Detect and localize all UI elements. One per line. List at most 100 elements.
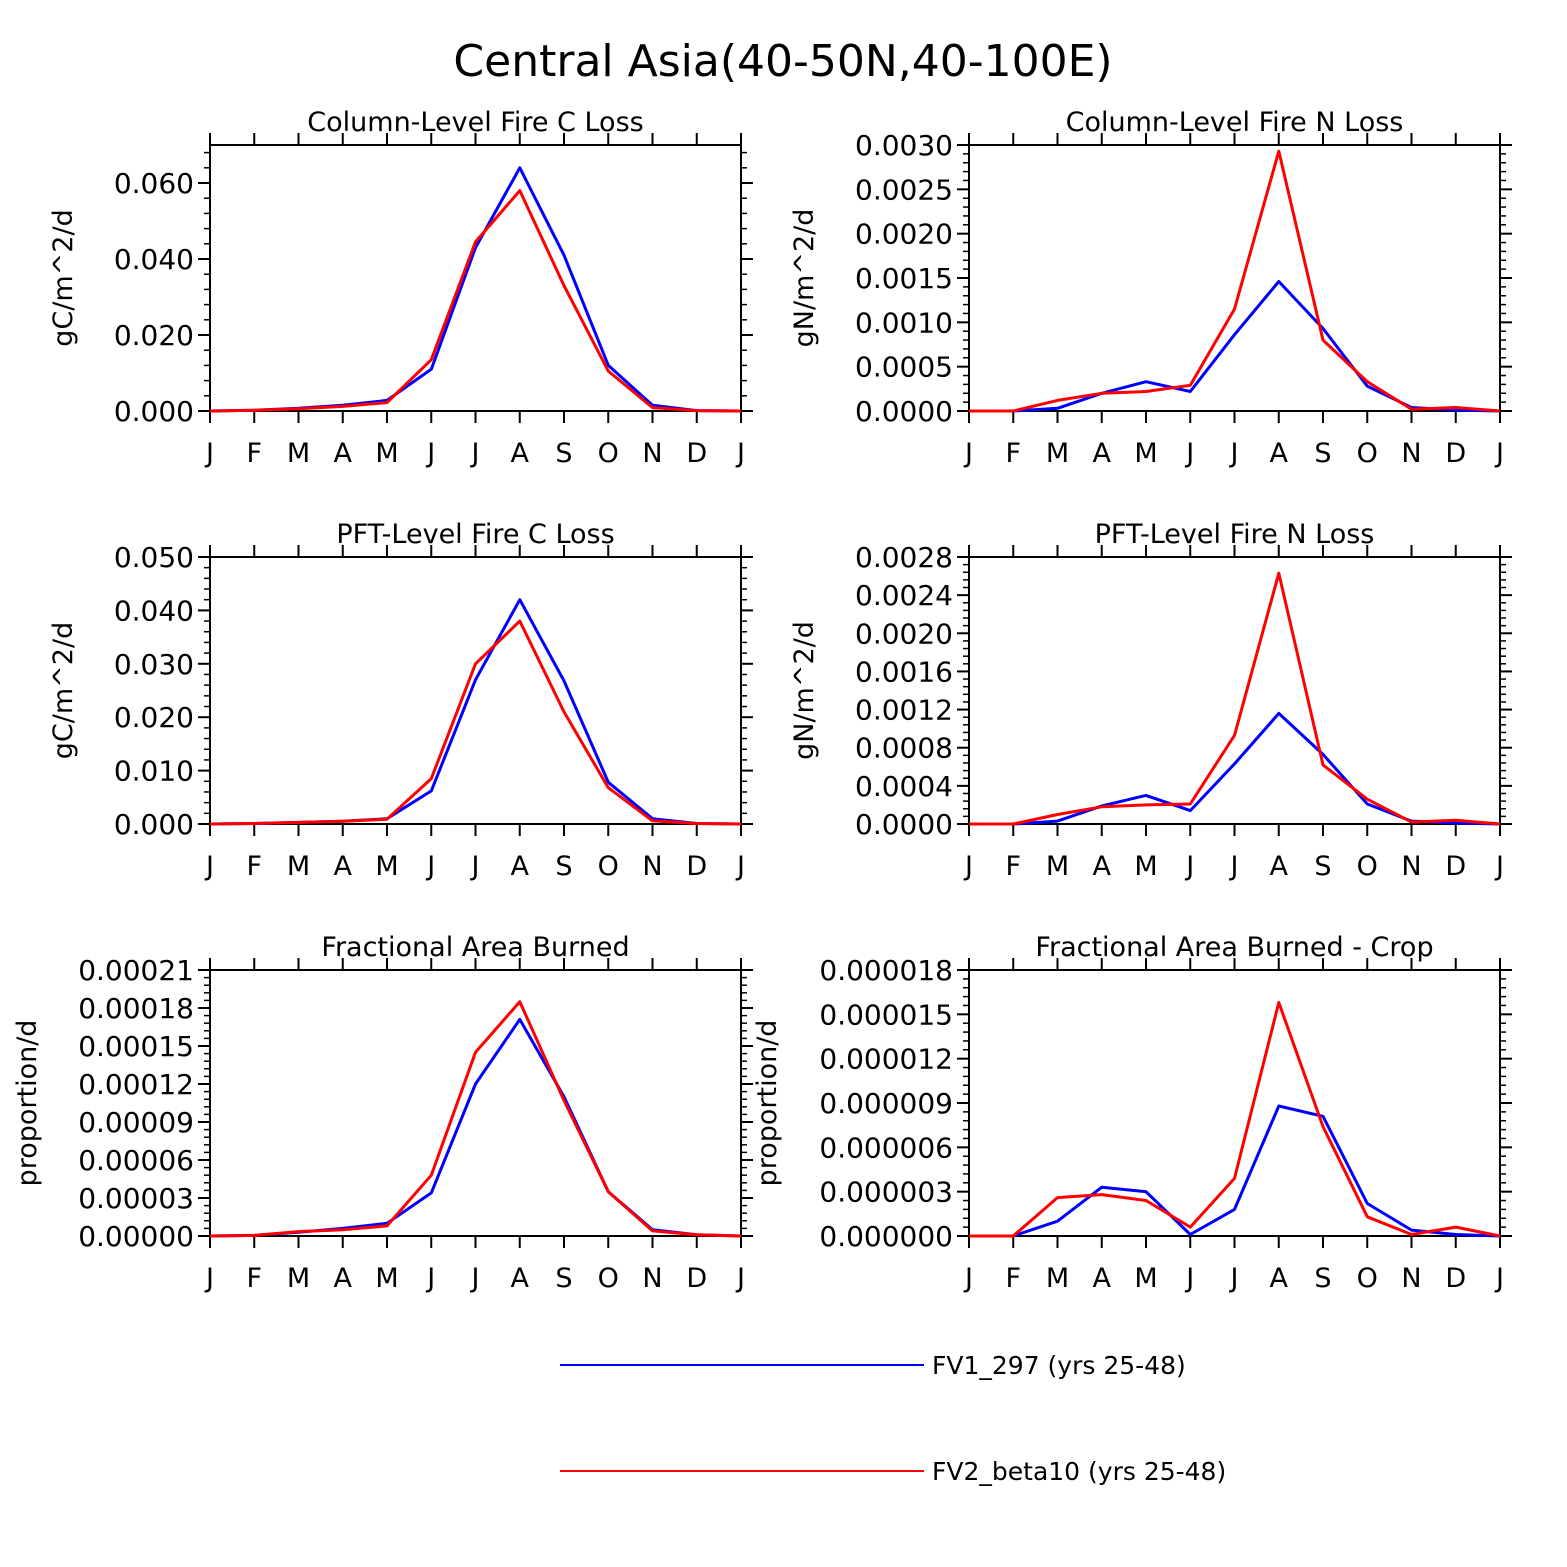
x-tick-label: J	[1229, 851, 1239, 882]
legend: FV1_297 (yrs 25-48) FV2_beta10 (yrs 25-48…	[560, 1351, 1226, 1486]
x-tick-label: D	[686, 438, 707, 469]
y-tick-label: 0.040	[114, 594, 194, 627]
y-tick-label: 0.0028	[855, 541, 953, 574]
y-axis-label: gN/m^2/d	[789, 209, 820, 348]
chart-title: Fractional Area Burned	[321, 932, 629, 963]
x-tick-label: M	[1046, 851, 1069, 882]
y-tick-label: 0.00018	[78, 992, 194, 1025]
y-axis-label: gN/m^2/d	[789, 621, 820, 760]
chart-title: Column-Level Fire C Loss	[307, 107, 643, 138]
y-axis-label: gC/m^2/d	[48, 622, 79, 759]
x-tick-label: J	[204, 851, 214, 882]
y-tick-label: 0.00015	[78, 1030, 194, 1063]
y-tick-label: 0.020	[114, 701, 194, 734]
series-line-fv2	[969, 571, 1501, 826]
y-tick-label: 0.000006	[819, 1131, 953, 1164]
y-tick-label: 0.000	[114, 395, 194, 428]
y-tick-label: 0.0016	[855, 655, 953, 688]
x-tick-label: M	[1134, 438, 1157, 469]
y-tick-label: 0.00006	[78, 1144, 194, 1177]
y-tick-label: 0.000015	[819, 998, 953, 1031]
x-tick-label: M	[1046, 438, 1069, 469]
x-tick-label: M	[287, 438, 310, 469]
x-tick-label: J	[1184, 438, 1194, 469]
x-tick-label: O	[1357, 438, 1378, 469]
x-tick-label: N	[1401, 1263, 1421, 1294]
x-tick-label: A	[1093, 438, 1112, 469]
series-line-fv1	[209, 166, 742, 413]
x-tick-label: M	[287, 1263, 310, 1294]
x-tick-label: J	[425, 851, 435, 882]
x-tick-label: F	[246, 1263, 262, 1294]
plot-frame	[209, 969, 742, 1237]
x-tick-label: D	[1445, 438, 1466, 469]
x-tick-label: J	[425, 1263, 435, 1294]
y-tick-label: 0.00021	[78, 954, 194, 987]
plot-frame	[968, 556, 1501, 825]
y-tick-label: 0.0015	[855, 262, 953, 295]
x-tick-label: J	[425, 438, 435, 469]
x-tick-label: S	[555, 851, 572, 882]
x-tick-label: F	[246, 851, 262, 882]
x-tick-label: M	[1046, 1263, 1069, 1294]
plot-frame	[209, 144, 742, 412]
x-tick-label: J	[1494, 1263, 1504, 1294]
x-tick-label: J	[963, 438, 973, 469]
x-tick-label: A	[334, 438, 353, 469]
y-tick-label: 0.0010	[855, 306, 953, 339]
x-tick-label: N	[1401, 438, 1421, 469]
y-tick-label: 0.00012	[78, 1068, 194, 1101]
x-tick-label: A	[1270, 1263, 1289, 1294]
x-tick-label: D	[686, 1263, 707, 1294]
y-tick-label: 0.0000	[855, 395, 953, 428]
x-tick-label: J	[1494, 438, 1504, 469]
x-tick-label: S	[1314, 1263, 1331, 1294]
y-tick-label: 0.0000	[855, 808, 953, 841]
x-tick-label: S	[1314, 438, 1331, 469]
x-tick-label: A	[1093, 1263, 1112, 1294]
x-tick-label: J	[470, 438, 480, 469]
x-tick-label: S	[555, 1263, 572, 1294]
x-tick-label: J	[470, 1263, 480, 1294]
plot-frame	[209, 556, 742, 825]
y-tick-label: 0.060	[114, 167, 194, 200]
x-tick-label: J	[204, 438, 214, 469]
y-axis-label: gC/m^2/d	[48, 209, 79, 346]
x-tick-label: A	[511, 851, 530, 882]
x-tick-label: N	[642, 1263, 662, 1294]
y-tick-label: 0.000009	[819, 1087, 953, 1120]
y-tick-label: 0.0005	[855, 351, 953, 384]
x-tick-label: F	[1005, 438, 1021, 469]
x-tick-label: N	[642, 851, 662, 882]
x-tick-label: A	[1093, 851, 1112, 882]
y-tick-label: 0.0008	[855, 732, 953, 765]
x-tick-label: J	[204, 1263, 214, 1294]
y-tick-label: 0.00000	[78, 1220, 194, 1253]
x-tick-label: J	[1494, 851, 1504, 882]
series-line-fv1	[209, 598, 742, 826]
legend-label: FV1_297 (yrs 25-48)	[932, 1351, 1186, 1380]
chart-panel-6: Fractional Area Burned - Crop proportion/…	[752, 932, 1512, 1294]
x-tick-label: J	[735, 851, 745, 882]
x-tick-label: J	[1184, 851, 1194, 882]
x-tick-label: D	[1445, 851, 1466, 882]
plot-frame	[968, 969, 1501, 1237]
x-tick-label: M	[375, 851, 398, 882]
chart-title: PFT-Level Fire C Loss	[336, 519, 614, 550]
chart-title: Fractional Area Burned - Crop	[1035, 932, 1433, 963]
x-tick-label: O	[598, 438, 619, 469]
y-tick-label: 0.000012	[819, 1043, 953, 1076]
series-line-fv2	[209, 619, 742, 826]
y-tick-label: 0.0025	[855, 173, 953, 206]
y-tick-label: 0.030	[114, 648, 194, 681]
x-tick-label: O	[1357, 1263, 1378, 1294]
y-tick-label: 0.00009	[78, 1106, 194, 1139]
chart-title: Column-Level Fire N Loss	[1066, 107, 1404, 138]
series-line-fv2	[969, 1001, 1501, 1238]
y-tick-label: 0.0004	[855, 770, 953, 803]
x-tick-label: A	[1270, 438, 1289, 469]
y-tick-label: 0.050	[114, 541, 194, 574]
